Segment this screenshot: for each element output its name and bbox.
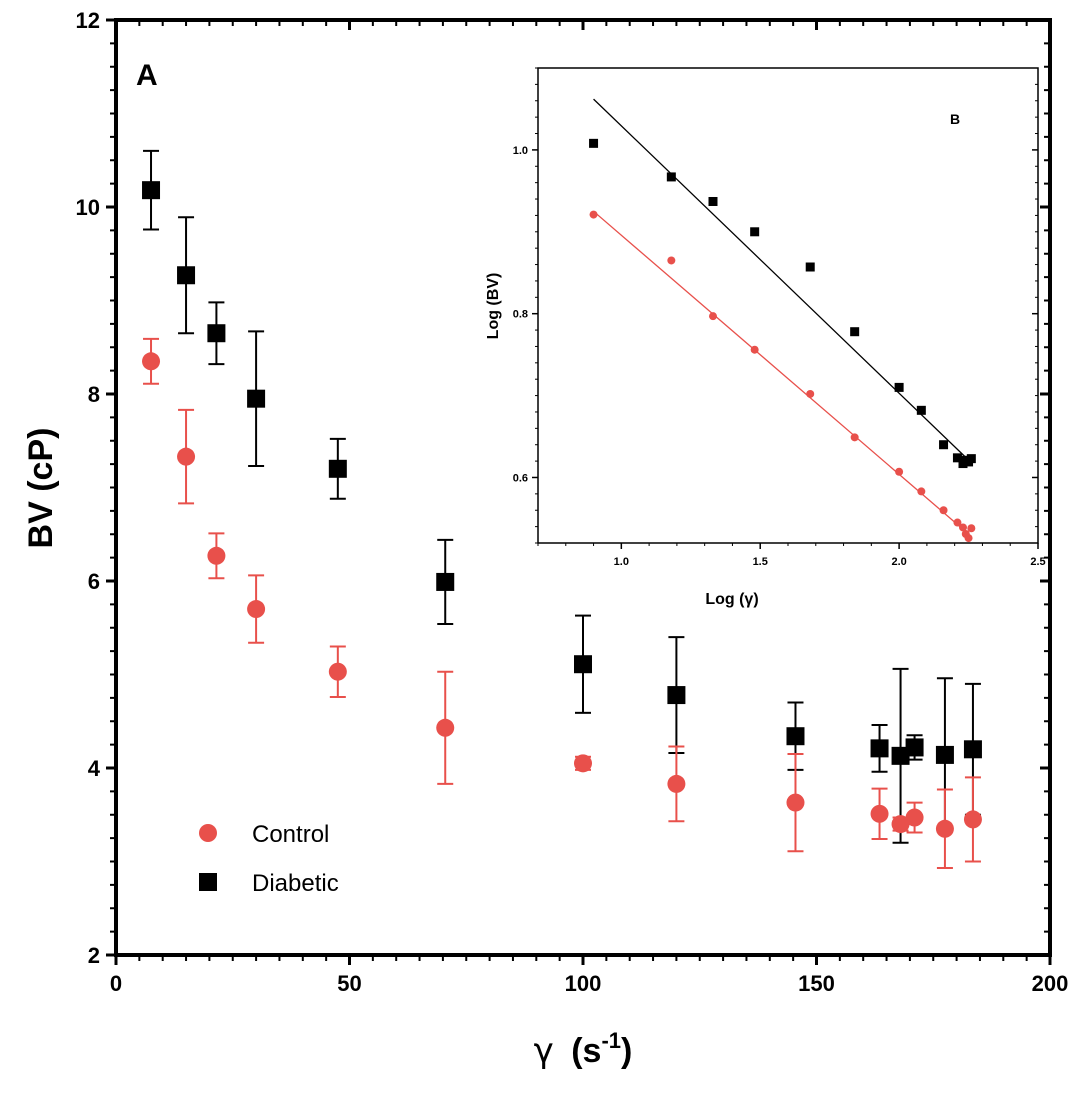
diabetic-point	[328, 459, 347, 478]
inset-diabetic-point	[939, 440, 949, 450]
diabetic-point	[574, 655, 592, 674]
diabetic-point	[142, 181, 161, 200]
panel-b-label: B	[950, 111, 960, 127]
control-point	[870, 804, 889, 823]
inset-y-tick-label: 0.6	[513, 472, 528, 484]
x-tick-label: 0	[110, 971, 122, 996]
control-point	[574, 754, 592, 773]
inset-diabetic-point	[916, 405, 926, 415]
legend-diabetic-marker	[199, 873, 217, 891]
inset-control-point	[939, 506, 948, 515]
control-point	[142, 352, 161, 371]
y-tick-label: 12	[76, 8, 100, 33]
diabetic-point	[963, 740, 982, 759]
inset-diabetic-point	[952, 453, 962, 463]
diabetic-point	[905, 738, 924, 757]
control-point	[247, 600, 266, 619]
inset-control-point	[589, 210, 598, 219]
main-axes: 0 50 100 150 200 2 4 6 8 10 12	[76, 8, 1069, 996]
y-tick-label: 6	[88, 569, 100, 594]
panel-a-label: A	[136, 59, 158, 92]
inset-control-point	[917, 487, 926, 496]
inset-diabetic-point	[589, 138, 599, 148]
y-tick-label: 10	[76, 195, 100, 220]
inset-control-point	[667, 256, 676, 265]
inset-diabetic-point	[750, 227, 760, 237]
diabetic-point	[667, 686, 686, 705]
control-point	[905, 808, 924, 827]
inset-diabetic-point	[708, 196, 718, 206]
control-point	[891, 815, 910, 834]
inset-diabetic-point	[894, 382, 904, 392]
diabetic-point	[247, 389, 266, 408]
inset-control-fit-line	[593, 210, 972, 537]
control-point	[667, 774, 686, 793]
inset-diabetic-point	[805, 262, 815, 272]
inset-control-point	[709, 312, 717, 321]
inset-y-tick-label: 1.0	[513, 145, 528, 157]
inset-control-point	[953, 518, 962, 527]
main-series	[142, 149, 982, 870]
inset-control-point	[806, 389, 815, 398]
control-point	[328, 662, 347, 681]
inset-x-tick-label: 2.5	[1030, 556, 1045, 568]
inset-y-tick-label: 0.8	[513, 309, 528, 321]
inset-diabetic-point	[966, 454, 976, 464]
x-tick-label: 50	[337, 971, 361, 996]
diabetic-point	[935, 745, 954, 764]
y-tick-label: 4	[88, 756, 101, 781]
inset-control-point	[750, 345, 759, 354]
diabetic-point	[786, 727, 805, 746]
control-point	[963, 810, 982, 829]
inset-control-point	[964, 534, 973, 543]
inset-series	[589, 98, 976, 543]
control-point	[207, 546, 226, 565]
inset-diabetic-point	[666, 172, 676, 182]
inset-x-axis-title: Log (γ)	[705, 591, 758, 608]
x-axis-unit-superscript: -1	[601, 1028, 621, 1053]
y-axis-title: BV (cP)	[22, 428, 60, 549]
inset-control-point	[967, 524, 976, 533]
legend: Control Diabetic	[199, 821, 339, 897]
x-axis-gamma-symbol: γ	[534, 1031, 554, 1071]
diabetic-point	[436, 572, 455, 591]
inset-diabetic-point	[850, 327, 860, 337]
inset-y-axis-title: Log (BV)	[485, 273, 502, 340]
inset-x-tick-label: 1.0	[614, 556, 629, 568]
inset-control-point	[850, 433, 859, 442]
diabetic-point	[891, 746, 910, 765]
x-axis-title: γ (s-1)	[534, 1028, 633, 1071]
x-tick-label: 200	[1032, 971, 1069, 996]
inset-x-tick-label: 1.5	[753, 556, 768, 568]
diabetic-point	[207, 324, 226, 343]
inset-control-point	[895, 467, 904, 476]
x-axis-unit-close: )	[621, 1032, 632, 1070]
legend-control-label: Control	[252, 821, 329, 848]
inset-diabetic-fit-line	[593, 98, 972, 464]
diabetic-point	[870, 739, 889, 758]
inset-axes: 1.0 1.5 2.0 2.5 0.6 0.8 1.0	[513, 67, 1046, 568]
inset-x-tick-label: 2.0	[891, 556, 906, 568]
x-tick-label: 150	[798, 971, 835, 996]
inset-control-point	[959, 523, 967, 532]
control-point	[436, 718, 455, 737]
x-axis-unit: (s	[571, 1032, 601, 1070]
legend-control-marker	[199, 824, 217, 842]
inset-plot-background	[538, 68, 1038, 543]
legend-diabetic-label: Diabetic	[252, 870, 339, 897]
y-tick-label: 8	[88, 382, 100, 407]
control-point	[177, 447, 196, 466]
x-tick-label: 100	[565, 971, 602, 996]
diabetic-point	[177, 266, 196, 285]
y-tick-label: 2	[88, 943, 100, 968]
control-point	[786, 793, 805, 812]
control-point	[935, 819, 954, 838]
